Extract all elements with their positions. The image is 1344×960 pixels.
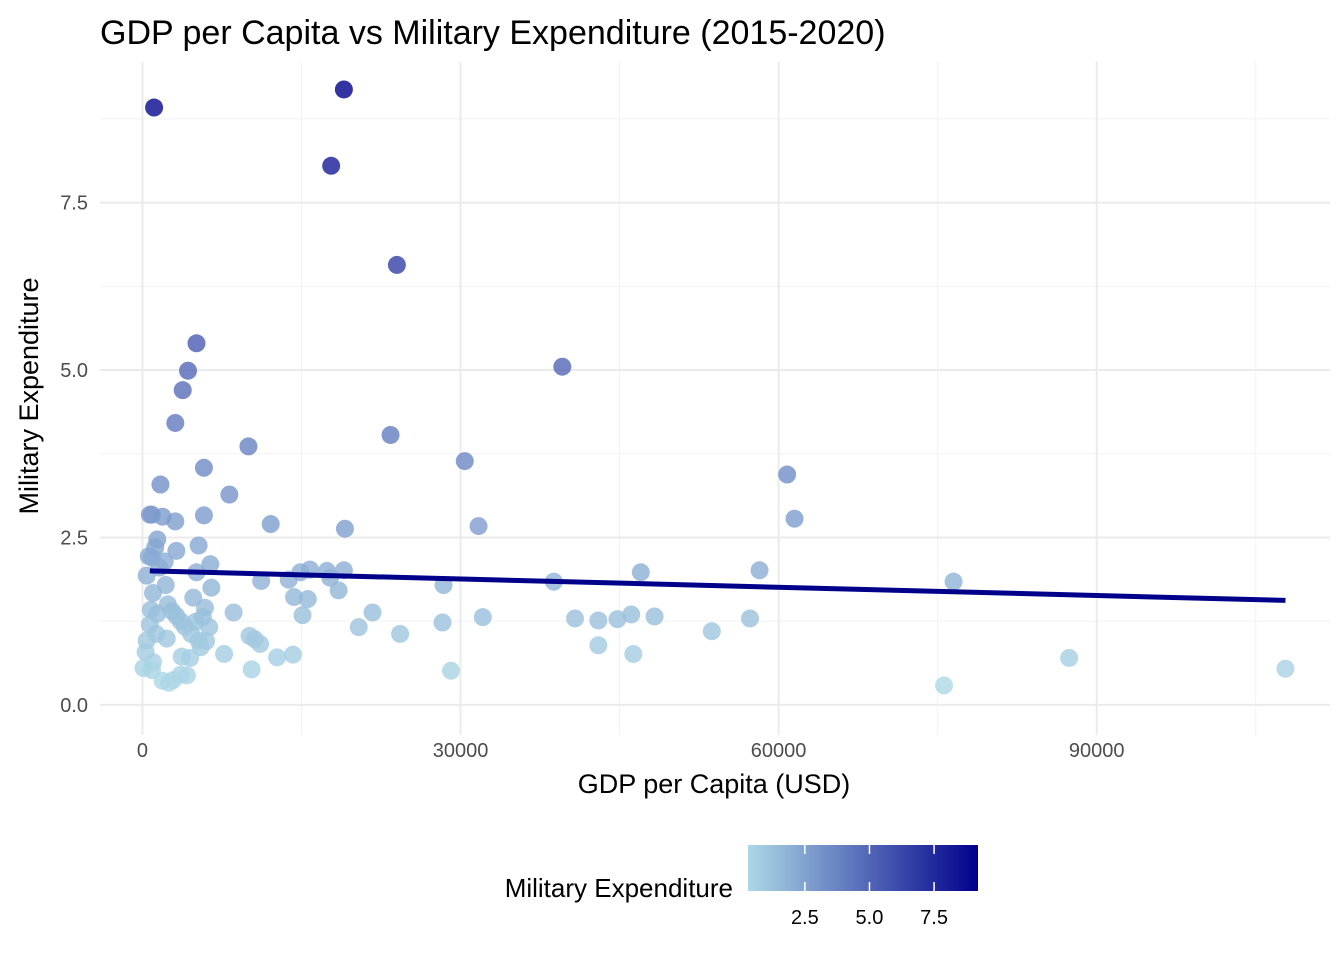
data-point [166, 512, 185, 531]
x-tick-label: 0 [137, 740, 148, 762]
data-point [145, 98, 164, 117]
data-point [322, 156, 341, 175]
data-point [702, 622, 721, 641]
legend-tick-label: 2.5 [791, 907, 819, 929]
data-point [239, 437, 258, 456]
data-point [298, 590, 317, 609]
legend-ticks: 2.5 5.0 7.5 [791, 845, 948, 929]
legend: Military Expenditure 2.5 5.0 7.5 [505, 845, 978, 929]
data-point [167, 541, 186, 560]
x-tick-label: 60000 [751, 740, 807, 762]
x-tick-label: 90000 [1069, 740, 1125, 762]
data-point [455, 452, 474, 471]
data-point [194, 506, 213, 525]
data-point [166, 413, 185, 432]
y-axis-title: Military Expenditure [14, 277, 44, 514]
legend-tick-label: 7.5 [920, 907, 948, 929]
data-point [935, 676, 954, 695]
data-point [381, 425, 400, 444]
data-point [740, 609, 759, 628]
x-axis-title: GDP per Capita (USD) [578, 769, 851, 799]
data-point [157, 629, 176, 648]
legend-title: Military Expenditure [505, 873, 733, 903]
data-point [441, 661, 460, 680]
data-point [251, 634, 270, 653]
data-point [252, 571, 271, 590]
data-point [181, 648, 200, 667]
data-point [622, 605, 641, 624]
data-point [261, 515, 280, 534]
data-point [473, 608, 492, 627]
data-point [285, 588, 304, 607]
legend-tick-label: 5.0 [856, 907, 884, 929]
data-point [785, 509, 804, 528]
trend-line [149, 568, 1286, 603]
data-point [187, 334, 206, 353]
x-tick-label: 30000 [433, 740, 489, 762]
y-tick-label: 7.5 [60, 193, 88, 215]
data-point [645, 607, 664, 626]
data-point [215, 644, 234, 663]
grid-major [100, 62, 1330, 735]
data-point [242, 660, 261, 679]
y-axis-ticks: 0.0 2.5 5.0 7.5 [60, 193, 88, 717]
y-tick-label: 0.0 [60, 695, 88, 717]
data-point [184, 588, 203, 607]
data-point [194, 458, 213, 477]
data-point [220, 485, 239, 504]
data-point [173, 381, 192, 400]
data-point [624, 644, 643, 663]
data-point [144, 584, 163, 603]
data-point [608, 610, 627, 629]
data-point [200, 618, 219, 637]
data-point [329, 581, 348, 600]
data-point [349, 618, 368, 637]
data-point [1276, 659, 1295, 678]
data-point [750, 561, 769, 580]
y-tick-label: 5.0 [60, 360, 88, 382]
legend-colorbar [748, 845, 978, 891]
data-point [589, 611, 608, 630]
data-point [391, 624, 410, 643]
data-point [1060, 648, 1079, 667]
data-point [589, 636, 608, 655]
data-points [134, 80, 1295, 695]
data-point [177, 666, 196, 685]
data-point [553, 357, 572, 376]
data-point [944, 572, 963, 591]
x-axis-ticks: 0 30000 60000 90000 [137, 740, 1125, 762]
data-point [224, 603, 243, 622]
data-point [283, 645, 302, 664]
data-point [469, 517, 488, 536]
data-point [363, 603, 382, 622]
data-point [189, 536, 208, 555]
y-tick-label: 2.5 [60, 527, 88, 549]
data-point [433, 613, 452, 632]
data-point [151, 475, 170, 494]
data-point [334, 80, 353, 99]
data-point [631, 563, 650, 582]
data-point [778, 465, 797, 484]
data-point [202, 578, 221, 597]
data-point [164, 671, 183, 690]
data-point [293, 606, 312, 625]
data-point [387, 255, 406, 274]
data-point [335, 519, 354, 538]
data-point [268, 648, 287, 667]
data-point [566, 609, 585, 628]
data-point [150, 558, 169, 577]
data-point [201, 555, 220, 574]
chart-title: GDP per Capita vs Military Expenditure (… [100, 14, 886, 52]
data-point [179, 361, 198, 380]
